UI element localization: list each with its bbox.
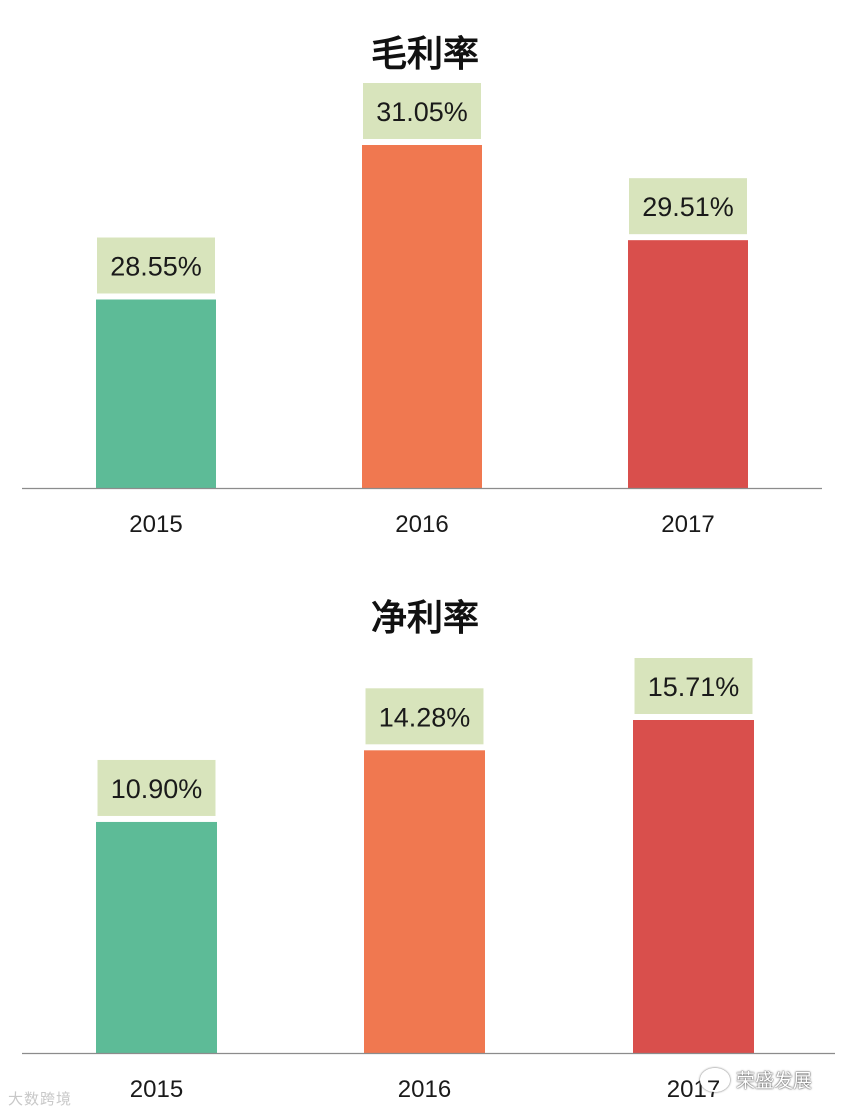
chart-title: 毛利率 xyxy=(371,34,479,75)
data-label-box xyxy=(634,658,753,714)
data-label: 14.28% xyxy=(379,702,471,732)
x-tick-label: 2017 xyxy=(661,511,714,538)
chart-title: 净利率 xyxy=(371,598,479,639)
bar-2017 xyxy=(628,240,748,488)
bar-2016 xyxy=(362,145,482,488)
bar-2015 xyxy=(96,821,217,1053)
x-tick-label: 2015 xyxy=(129,511,182,538)
data-label: 28.55% xyxy=(110,252,202,282)
x-tick-label: 2016 xyxy=(398,1076,451,1103)
bar-2016 xyxy=(364,750,485,1053)
data-label-box xyxy=(97,759,216,816)
data-label-box xyxy=(629,178,747,235)
gross-margin-chart: 毛利率 28.55% 2015 31.05% 2016 29.51% 2017 xyxy=(22,34,822,538)
watermark-left-text: 大数跨境 xyxy=(8,1090,73,1108)
data-label: 15.71% xyxy=(648,672,740,702)
data-label-box xyxy=(363,83,481,139)
watermark-right: 荣盛发展 xyxy=(700,1066,812,1093)
wechat-icon xyxy=(700,1067,730,1092)
data-label: 10.90% xyxy=(111,774,203,804)
watermark-right-text: 荣盛发展 xyxy=(736,1070,813,1092)
x-tick-label: 2016 xyxy=(395,511,448,538)
bar-2017 xyxy=(633,720,754,1053)
bar-2015 xyxy=(96,299,216,488)
watermark-left: 大数跨境 xyxy=(8,1088,72,1109)
data-label-box xyxy=(97,237,215,294)
x-tick-label: 2015 xyxy=(130,1076,183,1103)
data-label: 31.05% xyxy=(376,97,468,127)
data-label: 29.51% xyxy=(642,192,734,222)
data-label-box xyxy=(365,688,484,745)
